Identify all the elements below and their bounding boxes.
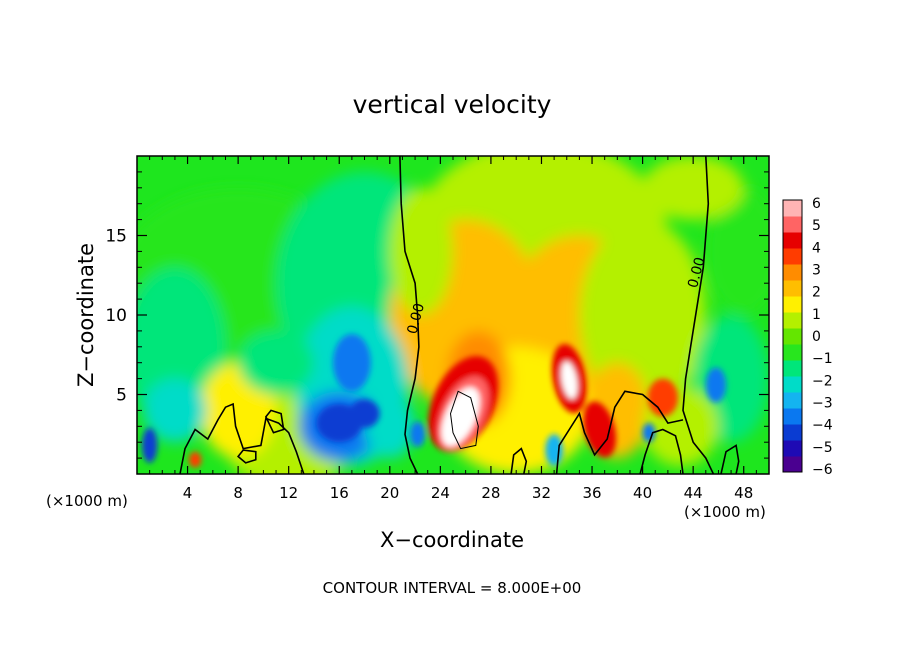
field-blob [642, 156, 744, 220]
field-blob [389, 187, 453, 315]
zero-contour [236, 449, 257, 464]
x-tick-label: 20 [380, 484, 399, 502]
y-axis-label: Z−coordinate [74, 243, 98, 387]
chart-title: vertical velocity [353, 90, 552, 119]
contour-label: 0.00 [685, 255, 709, 289]
field-blob [561, 361, 578, 400]
field-blob [705, 187, 769, 315]
x-tick-label: 48 [734, 484, 753, 502]
zero-contour [399, 156, 420, 474]
contour-label: 0.00 [405, 302, 429, 336]
colorbar-label: −6 [812, 462, 833, 478]
colorbar-label: 4 [812, 240, 821, 256]
zero-contour [264, 409, 285, 434]
field-blob [545, 434, 563, 467]
field-blob [188, 451, 202, 468]
x-unit-left: (×1000 m) [46, 492, 128, 510]
colorbar-swatch [783, 296, 802, 313]
y-tick-label: 10 [105, 306, 127, 326]
colorbar-swatch [783, 280, 802, 297]
field-blob [142, 427, 158, 463]
zero-contour [179, 402, 305, 474]
colorbar-swatch [783, 232, 802, 249]
x-tick-label: 28 [481, 484, 500, 502]
colorbar: 6 5 4 3 2 1 0 −1 −2 −3 −4 −5 −6 [782, 196, 833, 478]
zero-contour [720, 444, 740, 474]
colorbar-label: 1 [812, 307, 821, 323]
colorbar-label: 6 [812, 196, 821, 212]
x-tick-label: 16 [330, 484, 349, 502]
field-blob [579, 219, 706, 411]
field-blob [349, 399, 380, 428]
x-unit-right: (×1000 m) [684, 503, 766, 521]
colorbar-label: 5 [812, 218, 821, 234]
colorbar-swatch [783, 248, 802, 265]
colorbar-label: −4 [812, 418, 833, 434]
colorbar-swatch [783, 392, 802, 409]
colorbar-label: −2 [812, 373, 833, 389]
colorbar-label: −1 [812, 351, 833, 367]
colorbar-swatch [783, 408, 802, 425]
colorbar-swatch [783, 456, 802, 473]
zero-contour [510, 447, 528, 474]
colorbar-swatch [783, 328, 802, 345]
zero-contour [555, 390, 684, 474]
x-tick-label: 36 [582, 484, 601, 502]
x-tick-label: 44 [684, 484, 703, 502]
colorbar-frame [782, 199, 803, 473]
colorbar-label: 3 [812, 263, 821, 279]
x-tick-label: 40 [633, 484, 652, 502]
colorbar-label: 2 [812, 285, 821, 301]
colorbar-swatch [783, 312, 802, 329]
colorbar-swatch [783, 344, 802, 361]
colorbar-swatch [783, 360, 802, 377]
field-blob [583, 401, 617, 458]
colorbar-swatch [783, 424, 802, 441]
colorbar-swatch [783, 440, 802, 457]
field-blob [238, 330, 314, 395]
field-blob [332, 334, 371, 392]
x-axis-label: X−coordinate [380, 528, 524, 552]
field-blob [410, 421, 426, 447]
zero-contour [639, 428, 684, 474]
field-blob [441, 387, 480, 447]
field-blob [642, 423, 656, 443]
zero-contours: 0.00 0.00 [179, 156, 740, 474]
field-blob [647, 378, 678, 417]
colorbar-label: 0 [812, 329, 821, 345]
zero-contour [682, 156, 715, 474]
colorbar-swatch [783, 216, 802, 233]
field-blob [705, 367, 727, 403]
x-tick-label: 12 [279, 484, 298, 502]
x-tick-label: 32 [532, 484, 551, 502]
colorbar-label: −3 [812, 396, 833, 412]
y-tick-label: 15 [105, 227, 127, 247]
y-tick-label: 5 [116, 386, 127, 406]
field: 0.00 0.00 [137, 156, 769, 474]
contour-interval-note: CONTOUR INTERVAL = 8.000E+00 [323, 579, 582, 597]
field-blob [143, 378, 207, 443]
colorbar-swatch [783, 200, 802, 217]
field-cores [142, 334, 727, 468]
x-tick-label: 4 [183, 484, 193, 502]
x-tick-label: 24 [431, 484, 450, 502]
zero-contour [449, 390, 479, 450]
x-tick-label: 8 [233, 484, 243, 502]
colorbar-label: −5 [812, 440, 833, 456]
colorbar-swatch [783, 376, 802, 393]
colorbar-swatch [783, 264, 802, 281]
